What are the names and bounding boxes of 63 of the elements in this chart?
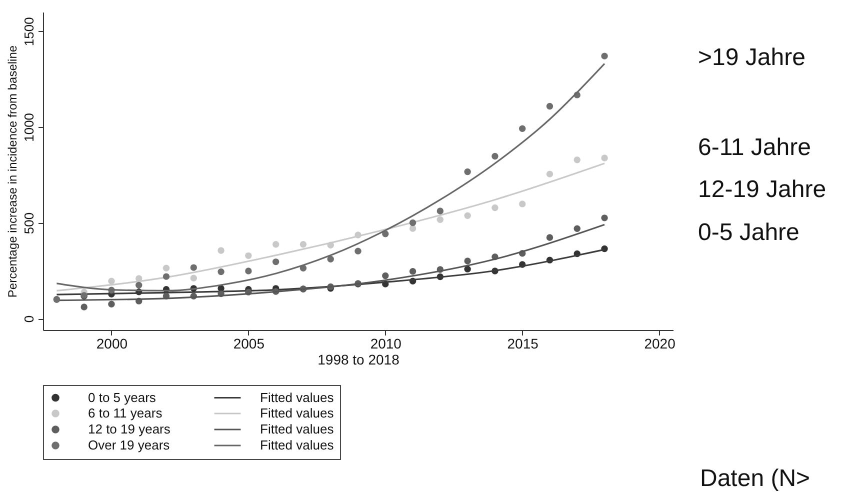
point [162, 273, 170, 280]
x-tick-label: 2020 [644, 336, 676, 352]
y-tick-label: 1500 [22, 17, 36, 46]
point [518, 200, 526, 208]
legend-label: 12 to 19 years [88, 422, 171, 436]
point [409, 225, 416, 232]
legend-label: 6 to 11 years [88, 406, 163, 420]
point [218, 268, 224, 276]
y-tick-label: 0 [22, 315, 36, 323]
point [108, 278, 115, 284]
legend-label: Over 19 years [88, 438, 170, 452]
point [601, 52, 608, 60]
x-tick-label: 2010 [370, 336, 402, 352]
point [80, 304, 88, 310]
point [245, 252, 252, 260]
point [464, 258, 471, 264]
point [190, 274, 198, 282]
text: >19 Jahre [698, 44, 806, 72]
point [108, 300, 115, 308]
text: 6-11 Jahre [698, 134, 811, 162]
y-axis-title: Percentage increase in incidence from baseline [6, 45, 20, 298]
point [436, 208, 444, 214]
legend-label: 0 to 5 years [88, 390, 156, 405]
legend-label: Fitted values [260, 422, 334, 436]
point [464, 168, 471, 176]
point [136, 282, 142, 289]
point [464, 266, 471, 272]
legend-label: Fitted values [260, 390, 334, 405]
point [546, 170, 554, 178]
point [409, 219, 416, 226]
text: Daten (N> [700, 465, 810, 493]
point [546, 234, 554, 241]
point [464, 212, 471, 219]
point [574, 225, 580, 232]
point [601, 154, 608, 162]
point [382, 272, 389, 280]
point [190, 264, 198, 271]
point [518, 125, 526, 132]
point [409, 268, 416, 275]
legend-label: Fitted values [260, 438, 334, 452]
point [245, 268, 252, 274]
point [272, 258, 280, 266]
text: 0-5 Jahre [698, 219, 800, 247]
y-tick-label: 500 [22, 212, 36, 234]
point [218, 247, 224, 254]
point [162, 264, 170, 272]
point [354, 248, 362, 254]
point [436, 216, 444, 224]
y-tick-label: 1000 [22, 112, 36, 142]
x-axis-title: 1998 to 2018 [318, 352, 400, 368]
x-tick-label: 2000 [96, 336, 128, 352]
point [574, 156, 580, 164]
point [601, 214, 608, 222]
point [546, 102, 554, 110]
legend-label: Fitted values [260, 406, 334, 420]
x-tick-label: 2005 [233, 336, 265, 352]
point [492, 152, 498, 160]
text: 12-19 Jahre [698, 176, 826, 204]
point [492, 204, 498, 212]
point [300, 241, 307, 248]
point [327, 256, 334, 262]
x-tick-label: 2015 [507, 336, 539, 352]
point [272, 241, 280, 248]
